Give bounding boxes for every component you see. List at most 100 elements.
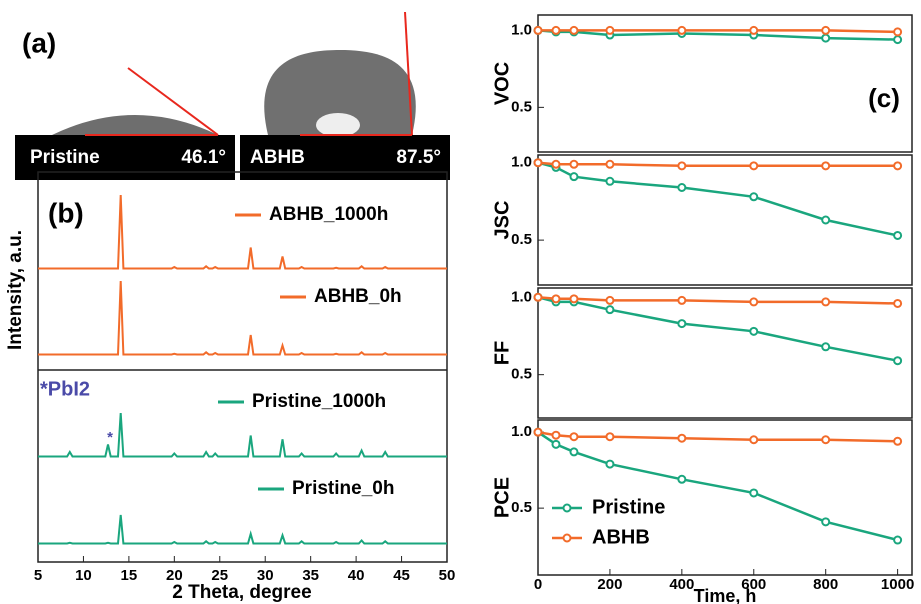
marker — [821, 435, 831, 445]
marker — [749, 435, 759, 445]
highlight — [316, 113, 360, 137]
marker — [821, 25, 831, 35]
series-line — [537, 296, 898, 305]
x-tick-label: 20 — [166, 567, 183, 584]
frame — [537, 154, 913, 286]
x-tick-label: 50 — [439, 567, 456, 584]
marker — [605, 159, 615, 169]
marker — [569, 432, 579, 442]
marker — [569, 172, 579, 182]
marker — [605, 295, 615, 305]
panel-label: (b) — [48, 197, 84, 228]
marker — [893, 535, 903, 545]
marker — [677, 25, 687, 35]
marker — [749, 326, 759, 336]
series-line — [537, 296, 898, 362]
y-axis-label: PCE — [491, 477, 513, 518]
marker — [893, 298, 903, 308]
angle-line — [404, 11, 413, 136]
marker — [569, 447, 579, 457]
frame — [537, 287, 913, 419]
marker — [821, 215, 831, 225]
panel-c: (c) — [868, 83, 900, 113]
y-tick-label: 1.0 — [511, 288, 532, 305]
contact-angle: 46.1° — [181, 147, 226, 168]
legend-label: Pristine_0h — [292, 478, 394, 499]
marker — [605, 305, 615, 315]
y-tick-label: 1.0 — [511, 154, 532, 171]
marker — [893, 35, 903, 45]
panel-b: (b) 2 Theta, degree Intensity, a.u. *PbI… — [5, 171, 448, 603]
marker — [551, 25, 561, 35]
marker — [821, 517, 831, 527]
marker — [551, 439, 561, 449]
x-tick-label: 45 — [393, 567, 410, 584]
series-line — [538, 29, 898, 34]
x-tick-label: 1000 — [881, 576, 914, 593]
marker — [893, 230, 903, 240]
marker — [551, 430, 561, 440]
x-tick-label: 200 — [597, 576, 622, 593]
y-tick-label: 0.5 — [511, 499, 532, 516]
x-axis-label: Time, h — [694, 586, 757, 604]
panel-label: (a) — [22, 27, 56, 58]
x-axis-label: 2 Theta, degree — [172, 582, 311, 603]
marker — [569, 25, 579, 35]
trace — [38, 280, 447, 356]
angle-line — [127, 67, 219, 136]
x-tick-label: 800 — [813, 576, 838, 593]
marker — [893, 436, 903, 446]
y-tick-label: 1.0 — [511, 423, 532, 440]
trace — [38, 514, 447, 545]
marker — [677, 433, 687, 443]
x-tick-label: 600 — [741, 576, 766, 593]
marker — [821, 297, 831, 307]
y-axis-label: FF — [491, 341, 513, 365]
panel-label: (c) — [868, 83, 900, 113]
marker — [677, 474, 687, 484]
legend-label: ABHB_1000h — [269, 204, 388, 225]
legend-marker — [562, 533, 572, 543]
marker — [677, 183, 687, 192]
marker — [893, 356, 903, 366]
x-tick-label: 0 — [534, 576, 542, 593]
marker — [605, 432, 615, 442]
marker — [605, 176, 615, 186]
legend-label: ABHB_0h — [314, 286, 402, 307]
x-tick-label: 10 — [75, 567, 92, 584]
marker — [893, 27, 903, 37]
x-tick-label: 40 — [348, 567, 365, 584]
droplet — [52, 115, 218, 135]
trace — [38, 412, 447, 458]
marker — [551, 159, 561, 169]
legend-marker — [562, 503, 572, 513]
marker — [749, 297, 759, 307]
frame — [537, 419, 913, 576]
marker — [749, 488, 759, 498]
legend-label: Pristine — [592, 496, 665, 518]
marker — [821, 342, 831, 352]
frame — [37, 171, 448, 563]
y-axis-label: Intensity, a.u. — [5, 230, 26, 350]
marker — [551, 294, 561, 304]
legend-label: Pristine_1000h — [252, 391, 386, 412]
image-name: Pristine — [30, 147, 100, 168]
marker — [677, 319, 687, 329]
marker — [533, 158, 543, 168]
annotation: *PbI2 — [40, 378, 90, 400]
droplet — [264, 50, 416, 135]
annotation: * — [107, 429, 113, 446]
x-tick-label: 25 — [211, 567, 228, 584]
marker — [569, 294, 579, 304]
marker — [821, 161, 831, 171]
y-tick-label: 0.5 — [511, 98, 532, 115]
marker — [533, 292, 543, 302]
marker — [569, 159, 579, 169]
x-tick-label: 15 — [121, 567, 138, 584]
marker — [893, 161, 903, 171]
marker — [677, 161, 687, 171]
contact-angle: 87.5° — [396, 147, 441, 168]
frame — [537, 14, 913, 153]
y-tick-label: 0.5 — [511, 366, 532, 383]
